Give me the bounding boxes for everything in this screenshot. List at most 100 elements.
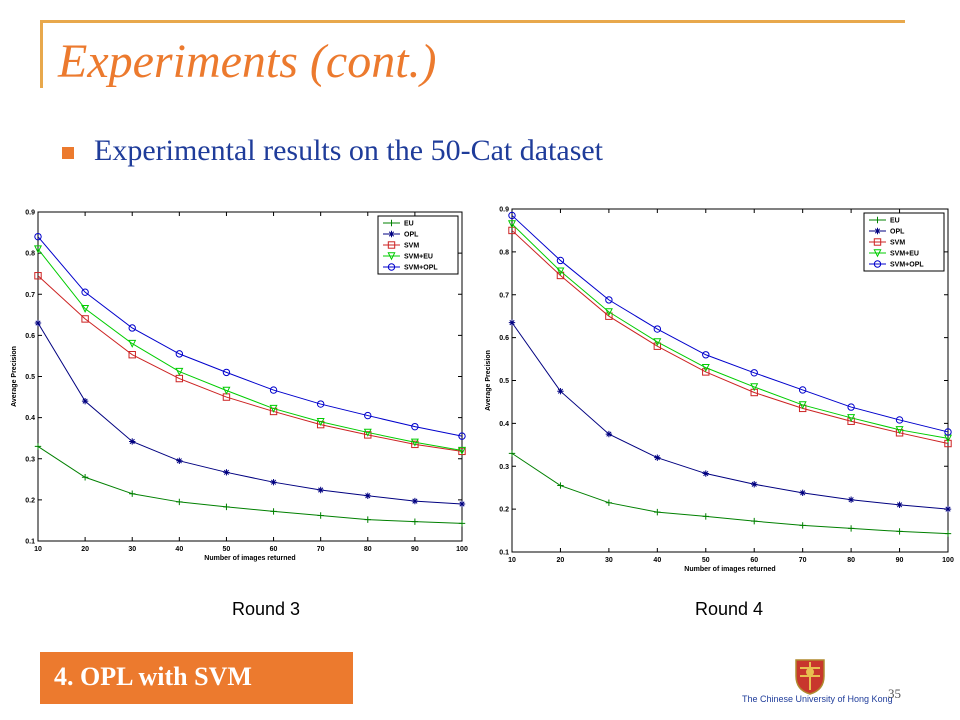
series-line-svm-eu — [37, 248, 463, 452]
data-point — [702, 368, 710, 376]
y-tick-label: 0.6 — [499, 335, 509, 342]
legend-label: SVM+EU — [404, 254, 433, 261]
data-point — [798, 401, 807, 410]
bullet-text: Experimental results on the 50-Cat datas… — [94, 134, 604, 167]
data-point — [798, 386, 807, 394]
data-point — [944, 428, 952, 436]
y-tick-label: 0.7 — [25, 292, 35, 299]
data-point — [223, 469, 230, 476]
data-point — [799, 522, 806, 529]
data-point — [317, 512, 324, 519]
data-point — [128, 324, 136, 332]
series-line-svm — [37, 275, 463, 452]
legend-marker — [387, 241, 396, 249]
y-tick-label: 0.9 — [25, 210, 35, 217]
data-point — [128, 351, 136, 359]
series-line-opl — [37, 322, 463, 505]
data-point — [34, 443, 42, 450]
series-line-eu — [37, 445, 463, 524]
y-tick-label: 0.8 — [25, 251, 35, 258]
x-tick-label: 80 — [847, 557, 855, 564]
data-point — [653, 338, 662, 347]
data-point — [81, 288, 89, 296]
data-point — [411, 422, 419, 431]
data-point — [364, 411, 372, 420]
round-4-label: Round 4 — [695, 599, 764, 619]
chart-round-3: 10 20 30 40 50 60 70 80 90 100 0.1 0.2 0.3 0.4 0.5 0.6 0… — [11, 210, 468, 563]
data-point — [702, 470, 709, 477]
data-point — [605, 430, 613, 438]
y-tick-label: 0.1 — [25, 539, 35, 546]
legend-marker — [388, 219, 395, 227]
x-tick-label: 60 — [750, 557, 758, 564]
legend-marker — [387, 263, 396, 271]
legend-label: SVM+EU — [890, 251, 919, 258]
data-point — [847, 496, 855, 503]
data-point — [33, 245, 43, 254]
legend-label: SVM — [404, 243, 419, 250]
y-tick-label: 0.2 — [25, 497, 35, 504]
bullet-square-icon — [62, 147, 74, 159]
data-point — [176, 498, 183, 506]
data-point — [222, 368, 231, 377]
legend-label: SVM+OPL — [404, 265, 438, 272]
data-point — [605, 499, 613, 506]
y-tick-label: 0.6 — [25, 333, 35, 340]
y-tick-label: 0.7 — [499, 292, 509, 299]
data-point — [223, 503, 230, 511]
legend-marker — [873, 260, 882, 268]
y-tick-label: 0.5 — [499, 378, 509, 385]
data-point — [458, 500, 466, 508]
data-point — [317, 486, 324, 494]
y-tick-label: 0.3 — [25, 456, 35, 463]
series-line-svm-opl — [37, 236, 463, 437]
series-line-opl — [511, 322, 949, 510]
data-point — [605, 312, 613, 320]
x-tick-label: 70 — [799, 557, 807, 564]
x-tick-label: 80 — [364, 546, 372, 553]
data-point — [129, 490, 136, 497]
data-point — [411, 518, 419, 525]
data-point — [701, 363, 710, 372]
data-point — [702, 513, 709, 520]
slide-title: Experiments (cont.) — [58, 35, 437, 88]
x-tick-label: 40 — [653, 557, 661, 564]
y-tick-label: 0.4 — [499, 421, 509, 428]
legend-marker — [873, 238, 882, 246]
data-point — [847, 525, 855, 532]
university-name: The Chinese University of Hong Kong — [742, 694, 893, 704]
data-point — [653, 325, 662, 333]
data-point — [557, 388, 564, 395]
data-point — [654, 454, 661, 461]
x-tick-label: 90 — [411, 546, 419, 553]
title-rule-horizontal — [40, 20, 905, 23]
title-rule-vertical — [40, 20, 43, 88]
data-point — [222, 386, 231, 395]
data-point — [316, 418, 325, 427]
data-point — [34, 272, 42, 280]
legend-marker — [387, 252, 396, 261]
series-line-svm-opl — [511, 215, 949, 433]
legend-label: EU — [890, 218, 900, 225]
data-point — [269, 386, 278, 394]
round-3-label: Round 3 — [232, 599, 301, 619]
x-tick-label: 90 — [896, 557, 904, 564]
legend-marker — [873, 249, 882, 258]
x-tick-label: 30 — [605, 557, 613, 564]
data-point — [944, 530, 952, 537]
data-point — [411, 497, 419, 505]
y-axis-label: Average Precision — [485, 350, 492, 411]
data-point — [270, 478, 277, 486]
y-tick-label: 0.8 — [499, 249, 509, 256]
y-tick-label: 0.3 — [499, 464, 509, 471]
data-point — [605, 296, 613, 304]
x-tick-label: 20 — [81, 546, 89, 553]
data-point — [750, 383, 759, 392]
legend-label: OPL — [404, 232, 419, 239]
section-title: 4. OPL with SVM — [54, 662, 252, 691]
data-point — [507, 220, 517, 229]
data-point — [895, 416, 904, 424]
data-point — [410, 438, 419, 447]
data-point — [364, 492, 371, 499]
data-point — [556, 271, 565, 280]
